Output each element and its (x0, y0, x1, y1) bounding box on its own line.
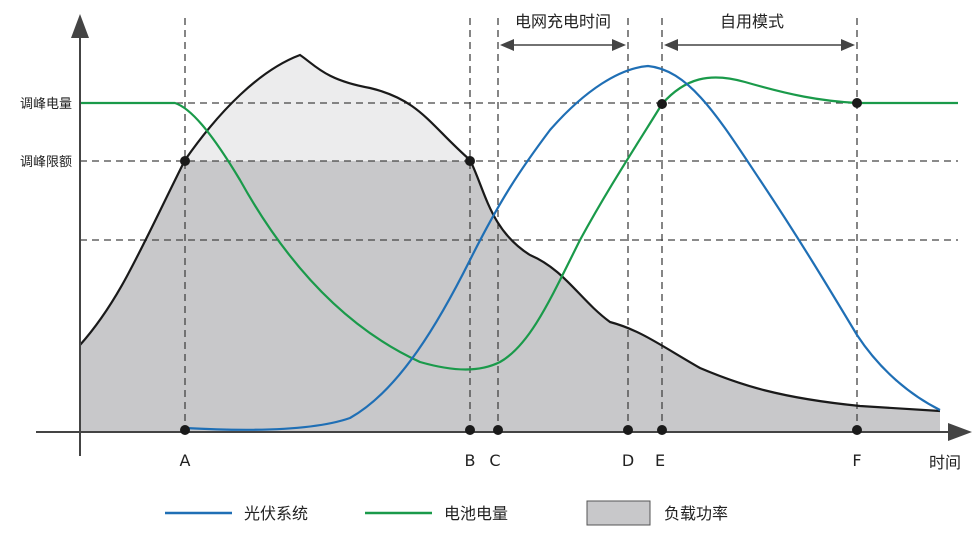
point-label-D: D (622, 451, 634, 470)
y-axis-arrow (71, 14, 89, 38)
self-use-arrow-right (841, 39, 855, 51)
grid-charge-arrow-left (500, 39, 514, 51)
horizontal-guides (80, 102, 958, 241)
x-axis-label: 时间 (929, 453, 961, 472)
y-label-peak-charge: 调峰电量 (20, 97, 72, 112)
x-axis-arrow (948, 423, 972, 441)
point-label-A: A (180, 451, 191, 470)
self-use-arrow-left (664, 39, 678, 51)
pv-curve (184, 64, 941, 431)
point-label-C: C (489, 451, 500, 470)
marker-C-axis (493, 425, 503, 435)
marker-E-axis (657, 425, 667, 435)
grid-charge-arrow-right (612, 39, 626, 51)
marker-A-axis (180, 425, 190, 435)
marker-F-axis (852, 425, 862, 435)
markers (180, 98, 862, 435)
vertical-guides (184, 18, 858, 432)
marker-F-charge (852, 98, 862, 108)
marker-A-limit (180, 156, 190, 166)
interval-label-self-use: 自用模式 (720, 12, 784, 31)
legend-load-swatch (586, 500, 651, 526)
legend-load-label: 负载功率 (664, 504, 728, 523)
marker-B-limit (465, 156, 475, 166)
y-label-peak-limit: 调峰限额 (20, 155, 72, 170)
point-label-B: B (465, 451, 476, 470)
legend: 光伏系统 电池电量 负载功率 (165, 500, 728, 526)
load-area (80, 55, 940, 432)
interval-arrows (500, 39, 855, 51)
point-label-E: E (655, 451, 665, 470)
marker-B-axis (465, 425, 475, 435)
marker-D-axis (623, 425, 633, 435)
load-area-below-limit (80, 161, 940, 432)
interval-label-grid-charge: 电网充电时间 (515, 12, 611, 31)
marker-E-charge (657, 99, 667, 109)
legend-battery-label: 电池电量 (444, 504, 508, 523)
legend-pv-label: 光伏系统 (244, 504, 308, 523)
battery-curve (80, 76, 958, 371)
point-label-F: F (852, 451, 861, 470)
